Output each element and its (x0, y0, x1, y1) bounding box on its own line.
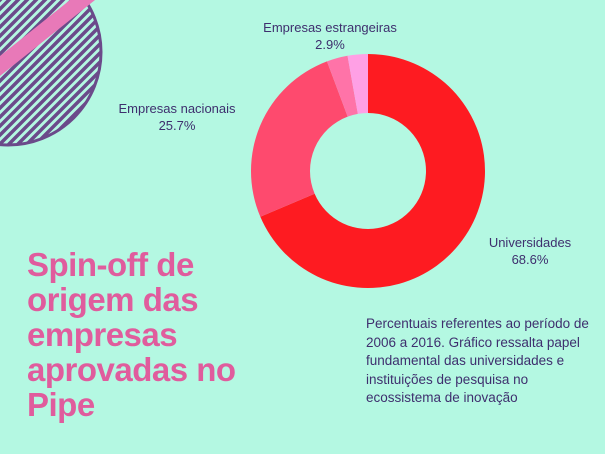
deco-stripe (0, 0, 66, 145)
page-title: Spin-off de origem das empresas aprovada… (27, 246, 236, 423)
deco-stripe (0, 0, 75, 145)
footnote-text: Percentuais referentes ao período de 200… (366, 316, 589, 405)
label-universidades: Universidades 68.6% (480, 234, 580, 268)
deco-stripe (0, 0, 57, 145)
deco-stripe (18, 0, 101, 145)
deco-stripe (0, 0, 101, 145)
deco-stripe (9, 0, 101, 145)
deco-stripe (0, 0, 101, 145)
deco-stripe (0, 0, 101, 145)
value-label: 25.7% (158, 118, 196, 133)
deco-stripe (0, 0, 101, 145)
deco-stripe (0, 0, 101, 145)
slice-empresas-estrangeiras (326, 55, 358, 117)
category-label: Empresas estrangeiras (263, 20, 397, 35)
deco-stripe (0, 0, 101, 145)
value-label: 2.9% (315, 37, 345, 52)
value-label: 68.6% (511, 252, 549, 267)
slice-empresas-nacionais (251, 61, 348, 217)
deco-stripe (0, 0, 101, 145)
decorative-stripes (0, 0, 103, 147)
deco-stripe (0, 0, 48, 145)
label-empresas-estrangeiras: Empresas estrangeiras 2.9% (258, 19, 402, 53)
category-label: Empresas nacionais (118, 101, 236, 116)
slice-remainder (347, 54, 368, 114)
category-label: Universidades (488, 235, 572, 250)
slice-universidades (260, 54, 486, 288)
deco-stripe (0, 0, 39, 145)
label-empresas-nacionais: Empresas nacionais 25.7% (112, 100, 242, 134)
